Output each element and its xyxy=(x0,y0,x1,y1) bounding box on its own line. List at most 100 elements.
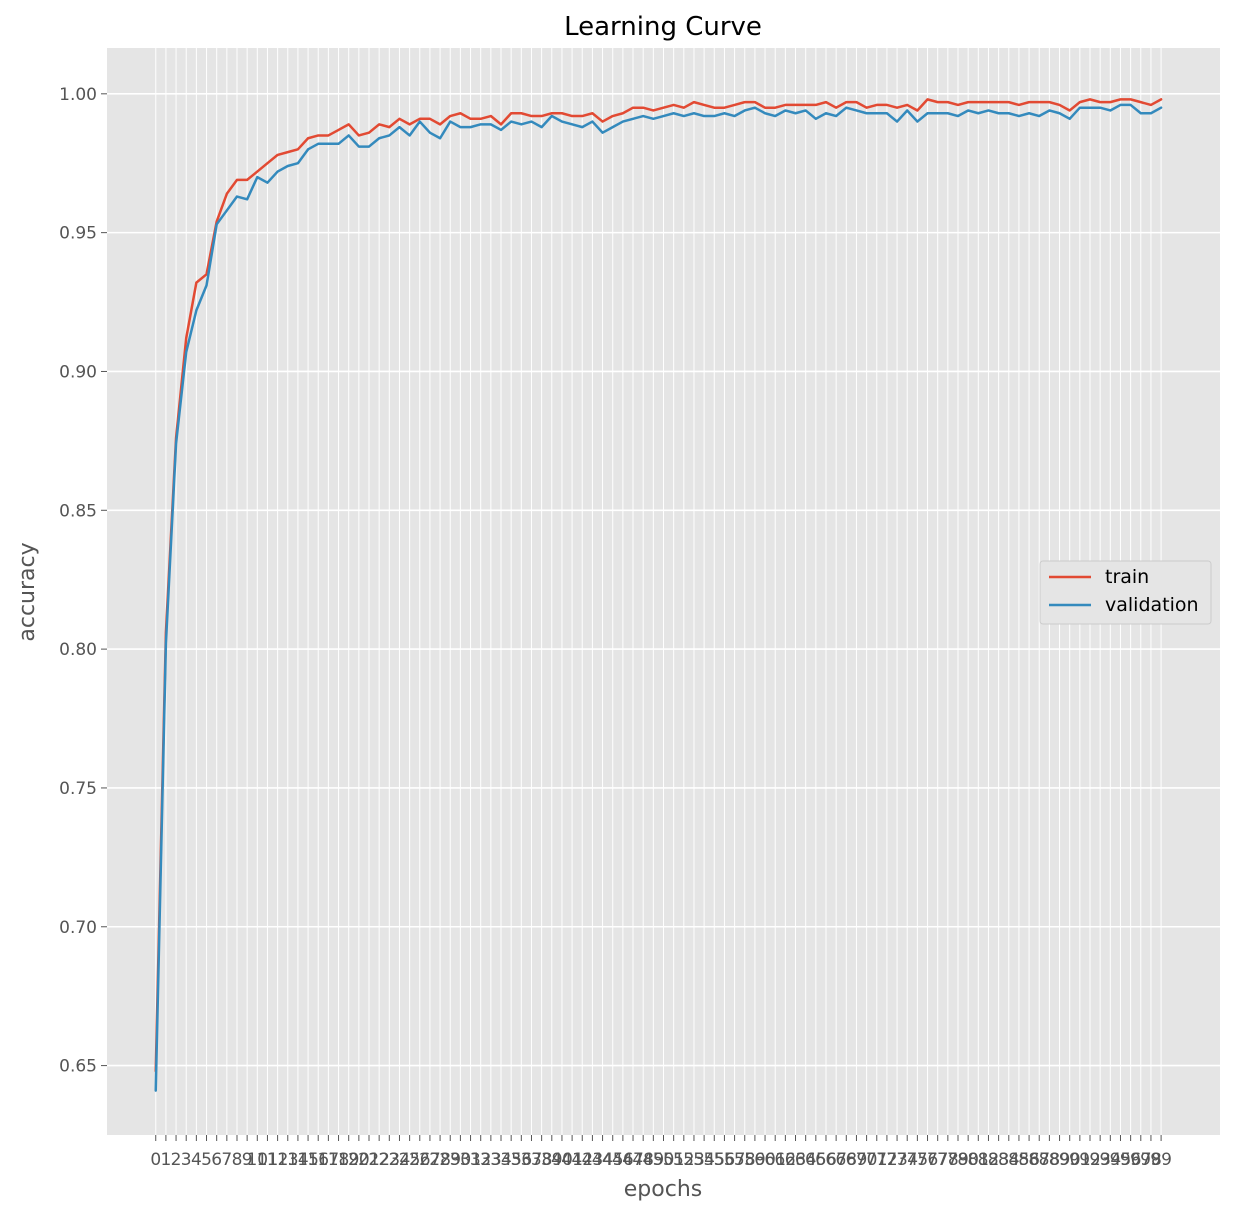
x-tick-label: 96 xyxy=(1120,1150,1142,1170)
y-tick-label: 0.85 xyxy=(59,501,97,521)
series-line-validation xyxy=(154,103,1163,1092)
x-tick-label: 31 xyxy=(460,1150,482,1170)
series-lines xyxy=(154,98,1163,1092)
x-tick-label: 25 xyxy=(399,1150,421,1170)
x-tick-label: 20 xyxy=(348,1150,370,1170)
x-tick-label: 80 xyxy=(957,1150,979,1170)
x-tick-label: 33 xyxy=(480,1150,502,1170)
x-tick-label: 76 xyxy=(917,1150,939,1170)
x-tick-label: 18 xyxy=(328,1150,350,1170)
x-tick-label: 64 xyxy=(795,1150,817,1170)
chart-title: Learning Curve xyxy=(564,12,762,42)
x-tick-label: 92 xyxy=(1079,1150,1101,1170)
x-tick-label: 24 xyxy=(389,1150,411,1170)
x-tick-label: 17 xyxy=(318,1150,340,1170)
x-tick-label: 19 xyxy=(338,1150,360,1170)
x-tick-label: 79 xyxy=(947,1150,969,1170)
x-tick-label: 42 xyxy=(571,1150,593,1170)
axis-ticks: 0 1 2 3 4 5 6 7 8 9101112131415161718192021222324… xyxy=(59,85,1172,1170)
x-tick-label: 72 xyxy=(876,1150,898,1170)
x-tick-label: 37 xyxy=(521,1150,543,1170)
x-tick-label: 32 xyxy=(470,1150,492,1170)
x-tick-label: 81 xyxy=(967,1150,989,1170)
x-tick-label: 13 xyxy=(277,1150,299,1170)
x-tick-label: 61 xyxy=(764,1150,786,1170)
x-tick-label: 57 xyxy=(724,1150,746,1170)
x-tick-label: 3 xyxy=(181,1150,192,1170)
x-tick-label: 22 xyxy=(368,1150,390,1170)
x-tick-label: 26 xyxy=(409,1150,431,1170)
x-tick-label: 27 xyxy=(419,1150,441,1170)
x-tick-label: 66 xyxy=(815,1150,837,1170)
x-tick-label: 68 xyxy=(835,1150,857,1170)
x-tick-label: 7 xyxy=(221,1150,232,1170)
x-tick-label: 1 xyxy=(160,1150,171,1170)
x-tick-label: 50 xyxy=(653,1150,675,1170)
x-tick-label: 4 xyxy=(191,1150,202,1170)
x-tick-label: 15 xyxy=(297,1150,319,1170)
x-tick-label: 99 xyxy=(1150,1150,1172,1170)
y-tick-label: 0.90 xyxy=(59,362,97,382)
x-tick-label: 10 xyxy=(246,1150,268,1170)
x-tick-label: 38 xyxy=(531,1150,553,1170)
x-tick-label: 69 xyxy=(846,1150,868,1170)
x-tick-label: 12 xyxy=(267,1150,289,1170)
legend-label-validation: validation xyxy=(1105,594,1199,616)
legend-label-train: train xyxy=(1105,566,1149,588)
x-tick-label: 11 xyxy=(257,1150,279,1170)
y-tick-label: 0.95 xyxy=(59,224,97,244)
x-tick-label: 45 xyxy=(602,1150,624,1170)
x-tick-label: 51 xyxy=(663,1150,685,1170)
x-tick-label: 75 xyxy=(907,1150,929,1170)
x-tick-label: 21 xyxy=(358,1150,380,1170)
y-tick-label: 0.75 xyxy=(59,779,97,799)
x-tick-label: 78 xyxy=(937,1150,959,1170)
x-tick-label: 71 xyxy=(866,1150,888,1170)
x-tick-label: 56 xyxy=(714,1150,736,1170)
x-tick-label: 14 xyxy=(287,1150,309,1170)
legend: train validation xyxy=(1039,560,1212,625)
grid-lines xyxy=(107,48,1220,1135)
x-tick-label: 93 xyxy=(1089,1150,1111,1170)
x-tick-label: 62 xyxy=(775,1150,797,1170)
x-tick-label: 47 xyxy=(622,1150,644,1170)
x-tick-label: 63 xyxy=(785,1150,807,1170)
y-tick-label: 0.65 xyxy=(59,1057,97,1077)
y-tick-label: 1.00 xyxy=(59,85,97,105)
x-tick-label: 40 xyxy=(551,1150,573,1170)
x-tick-label: 73 xyxy=(886,1150,908,1170)
x-tick-label: 44 xyxy=(592,1150,614,1170)
x-tick-label: 49 xyxy=(643,1150,665,1170)
x-tick-label: 28 xyxy=(429,1150,451,1170)
x-tick-label: 53 xyxy=(683,1150,705,1170)
x-tick-label: 39 xyxy=(541,1150,563,1170)
x-tick-label: 95 xyxy=(1110,1150,1132,1170)
x-tick-label: 6 xyxy=(211,1150,222,1170)
x-tick-label: 23 xyxy=(378,1150,400,1170)
y-axis-label: accuracy xyxy=(15,542,40,641)
x-tick-label: 54 xyxy=(693,1150,715,1170)
x-tick-label: 88 xyxy=(1039,1150,1061,1170)
x-tick-label: 5 xyxy=(201,1150,212,1170)
x-tick-label: 77 xyxy=(927,1150,949,1170)
x-tick-label: 94 xyxy=(1100,1150,1122,1170)
x-tick-label: 52 xyxy=(673,1150,695,1170)
x-tick-label: 91 xyxy=(1069,1150,1091,1170)
x-tick-label: 65 xyxy=(805,1150,827,1170)
x-tick-label: 35 xyxy=(500,1150,522,1170)
x-tick-label: 67 xyxy=(825,1150,847,1170)
y-tick-label: 0.70 xyxy=(59,918,97,938)
x-tick-label: 87 xyxy=(1028,1150,1050,1170)
x-tick-label: 9 xyxy=(242,1150,253,1170)
x-tick-label: 36 xyxy=(511,1150,533,1170)
x-tick-label: 16 xyxy=(307,1150,329,1170)
x-tick-label: 86 xyxy=(1018,1150,1040,1170)
x-tick-label: 98 xyxy=(1140,1150,1162,1170)
x-tick-label: 34 xyxy=(490,1150,512,1170)
x-tick-label: 70 xyxy=(856,1150,878,1170)
x-tick-label: 0 xyxy=(150,1150,161,1170)
x-tick-label: 8 xyxy=(232,1150,243,1170)
x-tick-label: 43 xyxy=(582,1150,604,1170)
x-tick-label: 97 xyxy=(1130,1150,1152,1170)
